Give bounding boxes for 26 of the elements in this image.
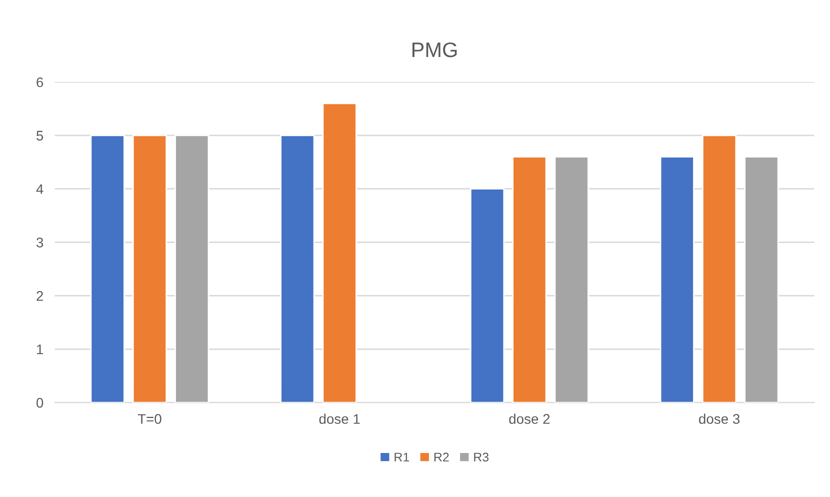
x-tick-label: dose 2 — [509, 414, 550, 424]
y-tick-label: 1 — [37, 344, 43, 354]
bar — [512, 156, 547, 403]
y-tick-label: 2 — [36, 291, 43, 301]
y-tick-label: 5 — [36, 130, 44, 141]
bar — [660, 156, 694, 403]
chart-title: PMG — [412, 42, 457, 58]
y-tick-label: 4 — [36, 184, 44, 194]
y-tick-label: 0 — [36, 398, 44, 408]
bar — [554, 156, 589, 403]
bar — [90, 134, 125, 403]
x-tick-label: dose 1 — [319, 414, 360, 424]
bar — [744, 156, 779, 403]
bar — [132, 134, 168, 403]
x-tick-label: dose 3 — [699, 414, 740, 424]
legend-label: R1 — [394, 452, 410, 462]
bar — [702, 134, 737, 403]
bar — [280, 134, 315, 403]
y-tick-label: 3 — [36, 238, 44, 248]
y-tick-label: 6 — [36, 77, 44, 88]
bar — [470, 188, 505, 403]
bar — [322, 102, 357, 403]
legend-label: R3 — [474, 452, 489, 462]
x-tick-label: T=0 — [138, 414, 162, 424]
legend-label: R2 — [434, 452, 449, 462]
bar — [174, 134, 210, 403]
